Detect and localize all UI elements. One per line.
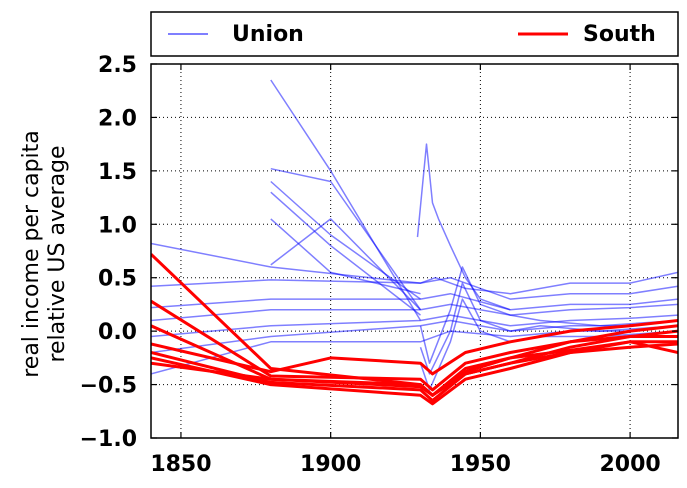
union-state-line: [270, 167, 422, 311]
union-state-line: [270, 218, 421, 295]
x-tick-label: 2000: [599, 452, 660, 477]
y-tick-label: 0.0: [98, 320, 137, 345]
legend-union-label: Union: [232, 22, 304, 47]
union-state-line: [151, 276, 678, 300]
y-tick-label: 1.0: [98, 213, 137, 238]
union-state-line: [151, 325, 678, 375]
y-tick-label: −0.5: [80, 374, 137, 399]
south-state-line: [151, 340, 678, 397]
x-tick-label: 1850: [150, 452, 211, 477]
plot-area: 1850 1900 1950 2000 −1.0 −0.5 0.0 0.5 1.0 1.5 2.0 2…: [80, 53, 679, 477]
axes-frame: [150, 63, 679, 439]
y-tick-label: −1.0: [80, 427, 137, 452]
y-tick-label: 0.5: [98, 267, 137, 292]
union-state-line: [416, 143, 511, 311]
union-state-line: [151, 292, 678, 311]
union-state-line: [419, 266, 678, 364]
y-tick-label: 2.5: [98, 53, 137, 78]
union-state-line: [270, 180, 421, 300]
y-tick-label: 1.5: [98, 160, 137, 185]
y-axis-label: real income per capita relative US avera…: [19, 130, 70, 378]
south-state-line: [151, 319, 678, 376]
union-state-line: [419, 298, 678, 391]
legend-frame: [150, 11, 679, 57]
union-state-line: [151, 303, 678, 322]
x-tick-label: 1950: [450, 452, 511, 477]
y-axis-label-line-1: real income per capita: [19, 130, 44, 378]
legend: Union South: [150, 11, 679, 57]
union-state-line: [270, 79, 422, 321]
union-state-line: [270, 191, 421, 316]
y-tick-label: 2.0: [98, 106, 137, 131]
union-state-line: [270, 218, 422, 311]
legend-south-label: South: [583, 22, 656, 47]
south-state-line: [151, 342, 678, 406]
union-state-line: [151, 242, 678, 295]
union-state-line: [419, 282, 678, 375]
x-tick-label: 1900: [300, 452, 361, 477]
y-axis-label-line-2: relative US average: [45, 145, 70, 362]
south-state-line: [151, 299, 678, 392]
